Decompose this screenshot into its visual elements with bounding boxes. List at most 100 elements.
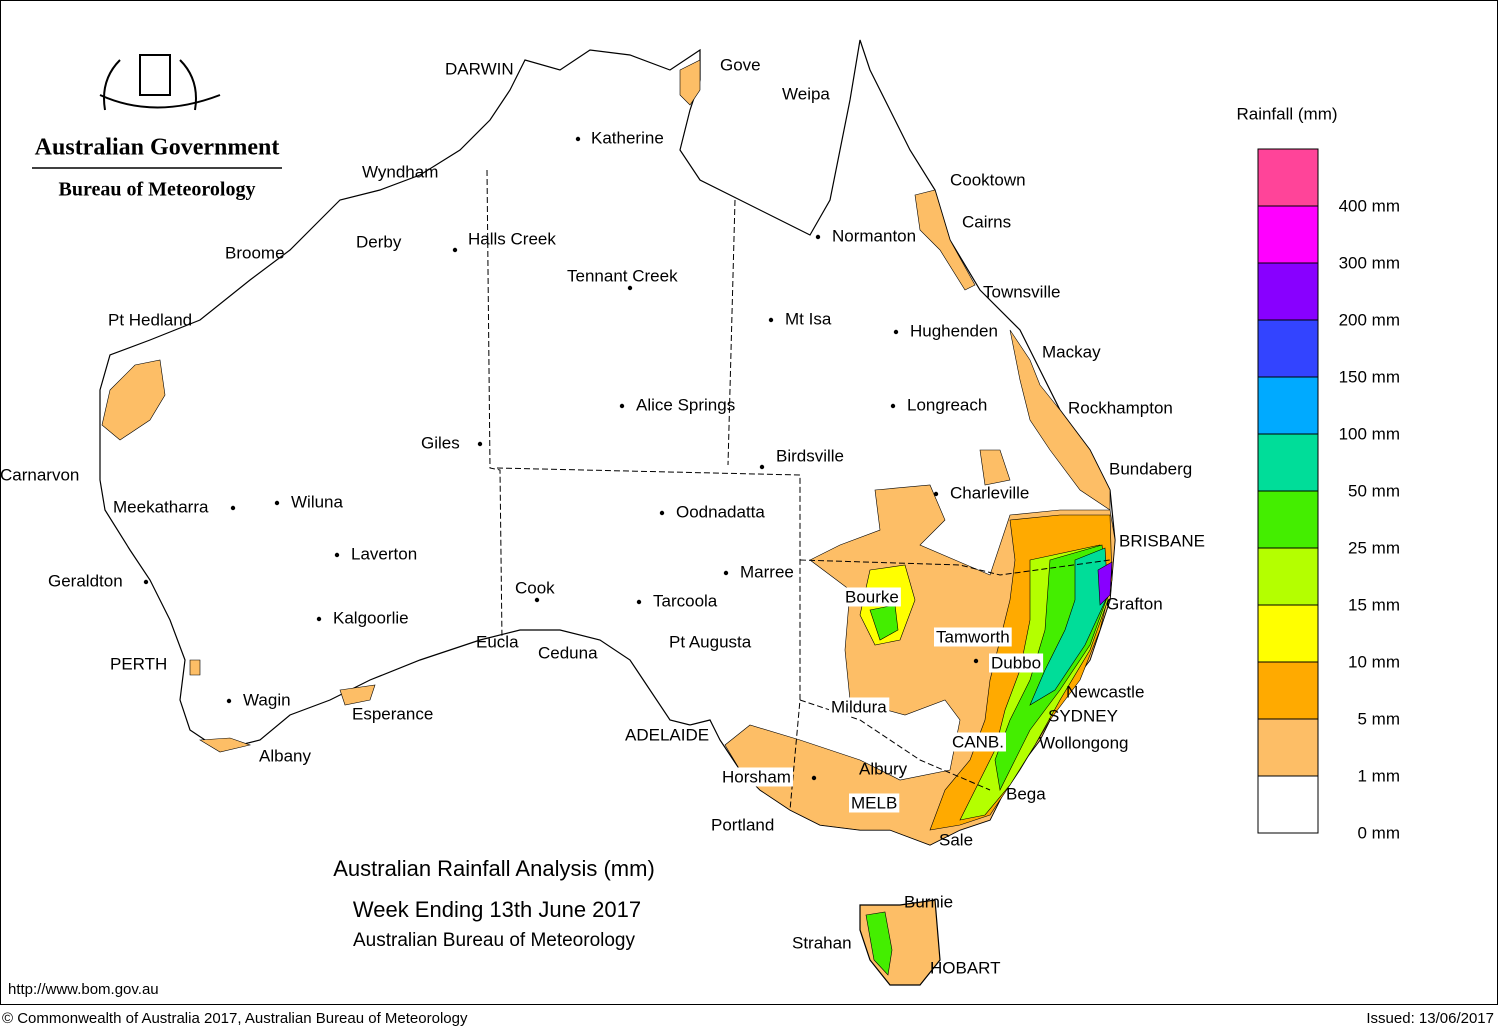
legend-label: 25 mm (1348, 538, 1400, 557)
place-dot (230, 505, 236, 511)
label-background (843, 587, 901, 607)
place-label: Cook (515, 578, 555, 597)
place-label: Charleville (950, 483, 1029, 502)
legend-swatch (1257, 775, 1319, 834)
place-dot (143, 579, 149, 585)
place-label: Pt Augusta (669, 632, 752, 651)
label-background (829, 697, 890, 717)
label-background (720, 767, 793, 787)
place-dot (759, 464, 765, 470)
place-label: Halls Creek (468, 229, 556, 248)
legend-swatch (1257, 490, 1319, 549)
place-label: Hughenden (910, 321, 998, 340)
legend-swatch (1257, 604, 1319, 663)
place-label: Ceduna (538, 643, 598, 662)
place-label: Birdsville (776, 446, 844, 465)
place-label: Wagin (243, 690, 291, 709)
legend-swatch (1257, 376, 1319, 435)
legend-label: 150 mm (1339, 367, 1400, 386)
place-dot (477, 441, 483, 447)
legend-swatch (1257, 547, 1319, 606)
place-dot (534, 597, 540, 603)
legend-swatch (1257, 262, 1319, 321)
place-label: Normanton (832, 226, 916, 245)
place-label: Horsham (722, 767, 791, 786)
place-label: Cooktown (950, 170, 1026, 189)
title: Australian Rainfall Analysis (mm) (333, 856, 655, 881)
place-dot (768, 317, 774, 323)
label-background (849, 793, 900, 813)
place-label: Kalgoorlie (333, 608, 409, 627)
legend-swatch (1257, 661, 1319, 720)
place-label: Bega (1006, 784, 1046, 803)
place-label: Townsville (983, 282, 1060, 301)
place-dot (575, 136, 581, 142)
place-label: Derby (356, 232, 402, 251)
place-dot (890, 403, 896, 409)
legend-label: 10 mm (1348, 652, 1400, 671)
place-label: Newcastle (1066, 682, 1144, 701)
place-dot (452, 247, 458, 253)
place-label: Wyndham (362, 162, 438, 181)
label-background (950, 732, 1006, 752)
place-label: Oodnadatta (676, 502, 765, 521)
copyright: © Commonwealth of Australia 2017, Austra… (2, 1010, 468, 1027)
place-label: Wiluna (291, 492, 344, 511)
place-dot (811, 775, 817, 781)
place-label: Grafton (1106, 594, 1163, 613)
place-label: Carnarvon (0, 465, 79, 484)
place-label: Gove (720, 55, 761, 74)
place-dot (723, 570, 729, 576)
place-dot (933, 491, 939, 497)
place-label: Burnie (904, 892, 953, 911)
place-label: DARWIN (445, 59, 514, 78)
legend-label: 400 mm (1339, 196, 1400, 215)
place-label: Eucla (476, 632, 519, 651)
place-label: SYDNEY (1048, 706, 1118, 725)
url: http://www.bom.gov.au (8, 981, 159, 998)
place-label: Bourke (845, 587, 899, 606)
legend-label: 100 mm (1339, 424, 1400, 443)
place-label: Pt Hedland (108, 310, 192, 329)
legend-swatch (1257, 319, 1319, 378)
legend-label: 0 mm (1358, 823, 1401, 842)
place-label: Laverton (351, 544, 417, 563)
place-dot (274, 500, 280, 506)
place-label: Tennant Creek (567, 266, 678, 285)
legend-swatch (1257, 148, 1319, 207)
source: Australian Bureau of Meteorology (353, 930, 635, 951)
place-dot (627, 285, 633, 291)
place-label: Weipa (782, 84, 830, 103)
label-background (623, 725, 712, 745)
place-dot (815, 234, 821, 240)
place-label: BRISBANE (1119, 531, 1205, 550)
place-label: Strahan (792, 933, 852, 952)
place-label: Albury (859, 759, 908, 778)
place-label: Meekatharra (113, 497, 209, 516)
legend-swatch (1257, 718, 1319, 777)
place-label: Tarcoola (653, 591, 718, 610)
place-label: Sale (939, 830, 973, 849)
legend-swatch (1257, 433, 1319, 492)
place-label: Katherine (591, 128, 664, 147)
place-label: Albany (259, 746, 311, 765)
place-label: Portland (711, 815, 774, 834)
place-label: Mt Isa (785, 309, 832, 328)
place-dot (659, 510, 665, 516)
place-dot (893, 329, 899, 335)
place-label: Wollongong (1039, 733, 1128, 752)
legend-label: 50 mm (1348, 481, 1400, 500)
agency-name: Bureau of Meteorology (58, 179, 255, 201)
place-label: Broome (225, 243, 285, 262)
place-label: Mildura (831, 697, 887, 716)
place-label: HOBART (930, 958, 1001, 977)
gov-name: Australian Government (35, 135, 280, 161)
place-label: Geraldton (48, 571, 123, 590)
label-background (989, 653, 1044, 673)
legend-swatch (1257, 205, 1319, 264)
place-label: Longreach (907, 395, 987, 414)
place-label: CANB. (952, 732, 1004, 751)
place-label: Cairns (962, 212, 1011, 231)
issued: Issued: 13/06/2017 (1366, 1010, 1494, 1027)
